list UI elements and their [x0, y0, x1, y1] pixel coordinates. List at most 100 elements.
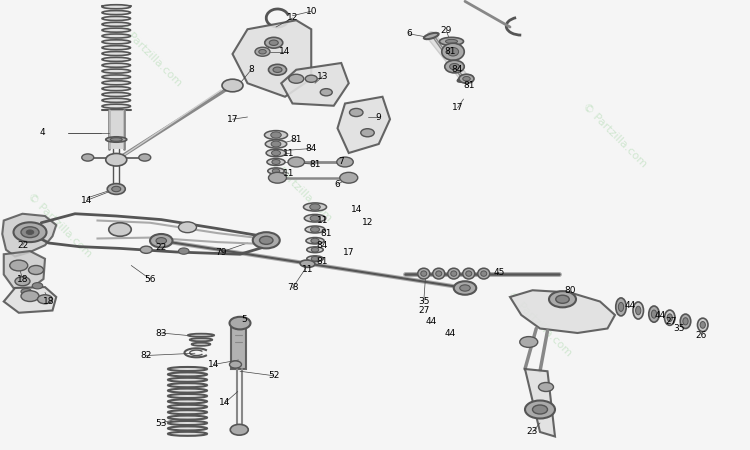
Text: 82: 82	[140, 351, 152, 360]
Text: 11: 11	[283, 169, 295, 178]
Text: 44: 44	[624, 302, 635, 310]
Ellipse shape	[478, 268, 490, 279]
Ellipse shape	[190, 338, 212, 341]
Text: 14: 14	[208, 360, 220, 369]
Ellipse shape	[440, 37, 464, 45]
Text: © Partzilla.com: © Partzilla.com	[581, 101, 649, 169]
Text: 27: 27	[665, 317, 677, 326]
Circle shape	[310, 204, 320, 210]
Circle shape	[178, 248, 189, 254]
Ellipse shape	[305, 226, 325, 233]
Ellipse shape	[307, 247, 323, 253]
Circle shape	[460, 285, 470, 291]
Text: 22: 22	[16, 241, 28, 250]
Circle shape	[272, 150, 280, 156]
Text: 4: 4	[40, 128, 46, 137]
Text: 44: 44	[654, 310, 666, 320]
Polygon shape	[2, 214, 56, 256]
Ellipse shape	[168, 432, 207, 436]
Ellipse shape	[102, 46, 130, 50]
Text: 13: 13	[316, 72, 328, 81]
Circle shape	[310, 227, 320, 232]
Ellipse shape	[451, 271, 457, 276]
Circle shape	[230, 361, 242, 368]
Circle shape	[107, 184, 125, 194]
Circle shape	[272, 169, 280, 173]
Circle shape	[255, 47, 270, 56]
Ellipse shape	[168, 400, 207, 403]
Ellipse shape	[168, 394, 207, 398]
Text: 7: 7	[338, 158, 344, 166]
Text: 23: 23	[526, 428, 538, 436]
Ellipse shape	[168, 367, 207, 371]
Circle shape	[21, 227, 39, 238]
Ellipse shape	[450, 63, 459, 70]
Ellipse shape	[188, 334, 214, 337]
Circle shape	[320, 89, 332, 96]
Ellipse shape	[459, 74, 474, 83]
Ellipse shape	[304, 203, 326, 211]
Circle shape	[289, 74, 304, 83]
Circle shape	[340, 172, 358, 183]
Ellipse shape	[102, 69, 130, 73]
Ellipse shape	[481, 271, 487, 276]
Text: 14: 14	[350, 205, 362, 214]
Text: 80: 80	[564, 286, 576, 295]
Text: © Partzilla.com: © Partzilla.com	[26, 191, 94, 259]
Ellipse shape	[463, 76, 470, 81]
Ellipse shape	[698, 318, 708, 332]
Ellipse shape	[192, 343, 210, 346]
Circle shape	[520, 337, 538, 347]
Circle shape	[454, 281, 476, 295]
Polygon shape	[109, 110, 124, 148]
Ellipse shape	[102, 5, 130, 9]
Circle shape	[38, 295, 52, 304]
Circle shape	[310, 215, 320, 221]
Ellipse shape	[102, 75, 130, 79]
Text: 56: 56	[144, 274, 156, 284]
Ellipse shape	[433, 268, 445, 279]
Text: 45: 45	[493, 268, 505, 277]
Circle shape	[272, 141, 280, 147]
Circle shape	[15, 277, 30, 286]
Text: 17: 17	[343, 248, 355, 256]
Ellipse shape	[110, 138, 122, 141]
Ellipse shape	[306, 238, 324, 244]
Text: 84: 84	[452, 65, 464, 74]
Text: 22: 22	[156, 243, 166, 252]
Circle shape	[21, 288, 32, 295]
Ellipse shape	[266, 140, 286, 148]
Ellipse shape	[307, 256, 323, 262]
Ellipse shape	[266, 149, 286, 157]
Text: 5: 5	[241, 315, 247, 324]
Text: 27: 27	[418, 306, 430, 315]
Ellipse shape	[106, 137, 127, 142]
Circle shape	[112, 186, 121, 192]
Circle shape	[26, 230, 34, 234]
Circle shape	[273, 67, 282, 72]
Text: 52: 52	[268, 371, 280, 380]
Text: 81: 81	[309, 160, 321, 169]
Ellipse shape	[168, 372, 207, 376]
Ellipse shape	[102, 28, 130, 32]
Circle shape	[21, 291, 39, 302]
Text: 35: 35	[673, 324, 685, 333]
Ellipse shape	[447, 48, 458, 56]
Ellipse shape	[651, 310, 657, 318]
Circle shape	[230, 317, 251, 329]
Text: © Partzilla.com: © Partzilla.com	[266, 155, 334, 223]
Circle shape	[310, 238, 320, 243]
Circle shape	[311, 248, 319, 252]
Ellipse shape	[466, 271, 472, 276]
Text: 6: 6	[334, 180, 340, 189]
Ellipse shape	[458, 76, 472, 82]
Polygon shape	[281, 63, 349, 106]
Ellipse shape	[668, 314, 672, 322]
Ellipse shape	[635, 306, 640, 315]
Polygon shape	[338, 97, 390, 153]
Ellipse shape	[445, 60, 464, 73]
Circle shape	[265, 37, 283, 48]
Circle shape	[549, 291, 576, 307]
Ellipse shape	[102, 104, 130, 108]
Circle shape	[288, 157, 304, 167]
